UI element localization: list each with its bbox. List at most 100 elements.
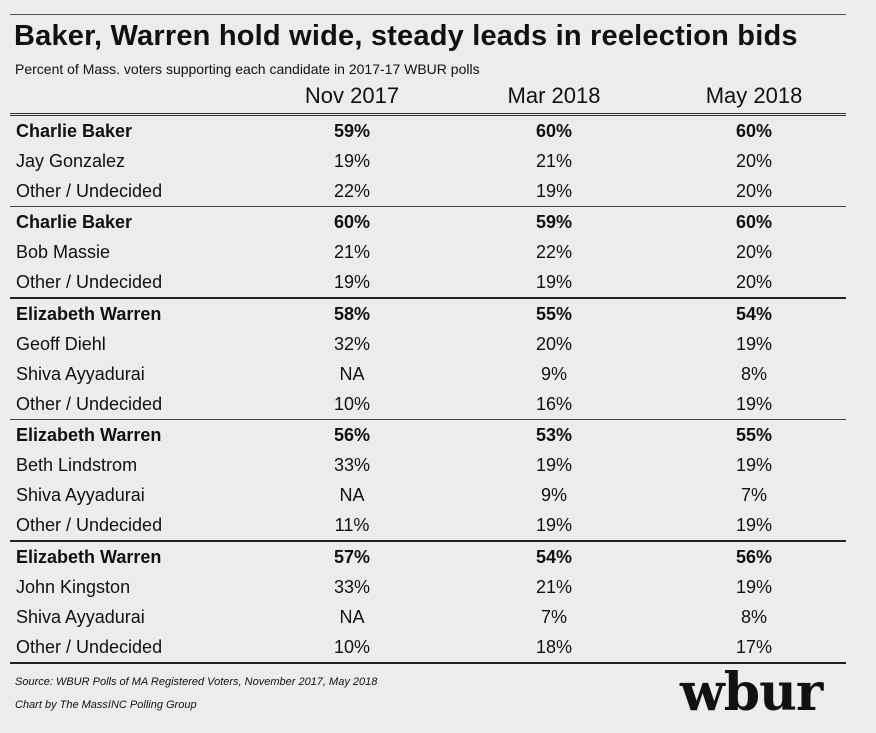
table-row: Geoff Diehl 32% 20% 19%	[10, 329, 846, 359]
table-cell: 53%	[535, 425, 573, 445]
table-header: Nov 2017 Mar 2018 May 2018	[10, 80, 846, 116]
chart-title: Baker, Warren hold wide, steady leads in…	[14, 20, 798, 52]
table-cell: 10%	[333, 637, 371, 657]
table-cell: NA	[339, 364, 365, 384]
table-cell: 33%	[333, 455, 371, 475]
table-group: Elizabeth Warren 57% 54% 56% John Kingston 33…	[10, 540, 846, 662]
table-cell: 19%	[333, 272, 371, 292]
candidate-name: John Kingston	[16, 577, 131, 597]
table-group: Charlie Baker 59% 60% 60% Jay Gonzalez 19% 21%…	[10, 116, 846, 206]
table-cell: 20%	[735, 151, 773, 171]
candidate-name: Other / Undecided	[16, 515, 163, 535]
table-cell: 60%	[735, 212, 773, 232]
poll-table: Nov 2017 Mar 2018 May 2018 Charlie Baker…	[10, 80, 846, 664]
source-note: Source: WBUR Polls of MA Registered Vote…	[15, 676, 378, 688]
table-bottom-rule	[10, 662, 846, 664]
table-row: Beth Lindstrom 33% 19% 19%	[10, 450, 846, 480]
table-cell: 55%	[735, 425, 773, 445]
table-cell: 19%	[735, 394, 773, 414]
table-cell: 7%	[740, 485, 767, 505]
table-cell: 19%	[735, 515, 773, 535]
candidate-name: Charlie Baker	[16, 121, 133, 141]
table-cell: 32%	[333, 334, 371, 354]
table-row: Charlie Baker 59% 60% 60%	[10, 116, 846, 146]
candidate-name: Jay Gonzalez	[16, 151, 126, 171]
table-cell: 11%	[334, 515, 370, 535]
table-cell: 20%	[735, 242, 773, 262]
table-cell: 20%	[735, 181, 773, 201]
table-group: Elizabeth Warren 56% 53% 55% Beth Lindstrom 3…	[10, 419, 846, 540]
table-cell: 8%	[740, 607, 767, 627]
table-row: Other / Undecided 10% 18% 17%	[10, 632, 846, 662]
table-row: Shiva Ayyadurai NA 9% 8%	[10, 359, 846, 389]
table-cell: 60%	[333, 212, 371, 232]
table-row: Other / Undecided 10% 16% 19%	[10, 389, 846, 419]
candidate-name: Other / Undecided	[16, 394, 163, 414]
wbur-logo: wbur	[680, 662, 823, 723]
table-cell: 8%	[740, 364, 767, 384]
table-row: Elizabeth Warren 56% 53% 55%	[10, 420, 846, 450]
table-cell: 20%	[735, 272, 773, 292]
table-cell: 57%	[333, 547, 371, 567]
table-cell: 21%	[333, 242, 371, 262]
table-cell: 22%	[535, 242, 573, 262]
table-row: John Kingston 33% 21% 19%	[10, 572, 846, 602]
table-cell: 7%	[540, 607, 567, 627]
table-cell: 59%	[535, 212, 573, 232]
candidate-name: Shiva Ayyadurai	[16, 485, 145, 505]
table-cell: 54%	[735, 304, 773, 324]
table-group: Charlie Baker 60% 59% 60% Bob Massie 21% 22% 20…	[10, 206, 846, 297]
candidate-name: Charlie Baker	[16, 212, 133, 232]
table-cell: 19%	[735, 577, 773, 597]
table-cell: 22%	[333, 181, 371, 201]
table-cell: 56%	[333, 425, 371, 445]
table-cell: 56%	[735, 547, 773, 567]
table-cell: 16%	[535, 394, 573, 414]
credit-note: Chart by The MassINC Polling Group	[15, 699, 197, 711]
candidate-name: Shiva Ayyadurai	[16, 607, 145, 627]
table-row: Shiva Ayyadurai NA 9% 7%	[10, 480, 846, 510]
table-cell: 58%	[333, 304, 371, 324]
table-cell: 10%	[333, 394, 371, 414]
candidate-name: Other / Undecided	[16, 637, 163, 657]
table-cell: 60%	[535, 121, 573, 141]
top-rule	[10, 14, 846, 15]
table-cell: 54%	[535, 547, 573, 567]
table-row: Shiva Ayyadurai NA 7% 8%	[10, 602, 846, 632]
candidate-name: Elizabeth Warren	[16, 304, 162, 324]
column-header-mar-2018: Mar 2018	[507, 83, 601, 108]
candidate-name: Bob Massie	[16, 242, 111, 262]
column-header-nov-2017: Nov 2017	[304, 83, 400, 108]
candidate-name: Shiva Ayyadurai	[16, 364, 145, 384]
table-cell: 21%	[535, 577, 573, 597]
candidate-name: Beth Lindstrom	[16, 455, 138, 475]
table-cell: 33%	[333, 577, 371, 597]
table-cell: 9%	[540, 485, 567, 505]
table-cell: 19%	[735, 455, 773, 475]
table-row: Charlie Baker 60% 59% 60%	[10, 207, 846, 237]
table-row: Other / Undecided 11% 19% 19%	[10, 510, 846, 540]
table-cell: 18%	[535, 637, 573, 657]
table-cell: NA	[339, 485, 365, 505]
table-cell: 19%	[735, 334, 773, 354]
table-cell: 17%	[735, 637, 773, 657]
candidate-name: Other / Undecided	[16, 181, 163, 201]
table-row: Elizabeth Warren 57% 54% 56%	[10, 542, 846, 572]
table-cell: 19%	[535, 181, 573, 201]
table-cell: 19%	[535, 515, 573, 535]
candidate-name: Elizabeth Warren	[16, 425, 162, 445]
column-header-may-2018: May 2018	[705, 83, 803, 108]
candidate-name: Elizabeth Warren	[16, 547, 162, 567]
table-cell: 19%	[535, 272, 573, 292]
table-cell: 21%	[535, 151, 573, 171]
table-group: Elizabeth Warren 58% 55% 54% Geoff Diehl 32% 2…	[10, 297, 846, 419]
chart-subtitle: Percent of Mass. voters supporting each …	[15, 61, 480, 77]
table-row: Bob Massie 21% 22% 20%	[10, 237, 846, 267]
table-row: Jay Gonzalez 19% 21% 20%	[10, 146, 846, 176]
table-cell: 19%	[535, 455, 573, 475]
table-cell: 59%	[333, 121, 371, 141]
table-cell: 60%	[735, 121, 773, 141]
table-cell: 9%	[540, 364, 567, 384]
table-cell: 20%	[535, 334, 573, 354]
